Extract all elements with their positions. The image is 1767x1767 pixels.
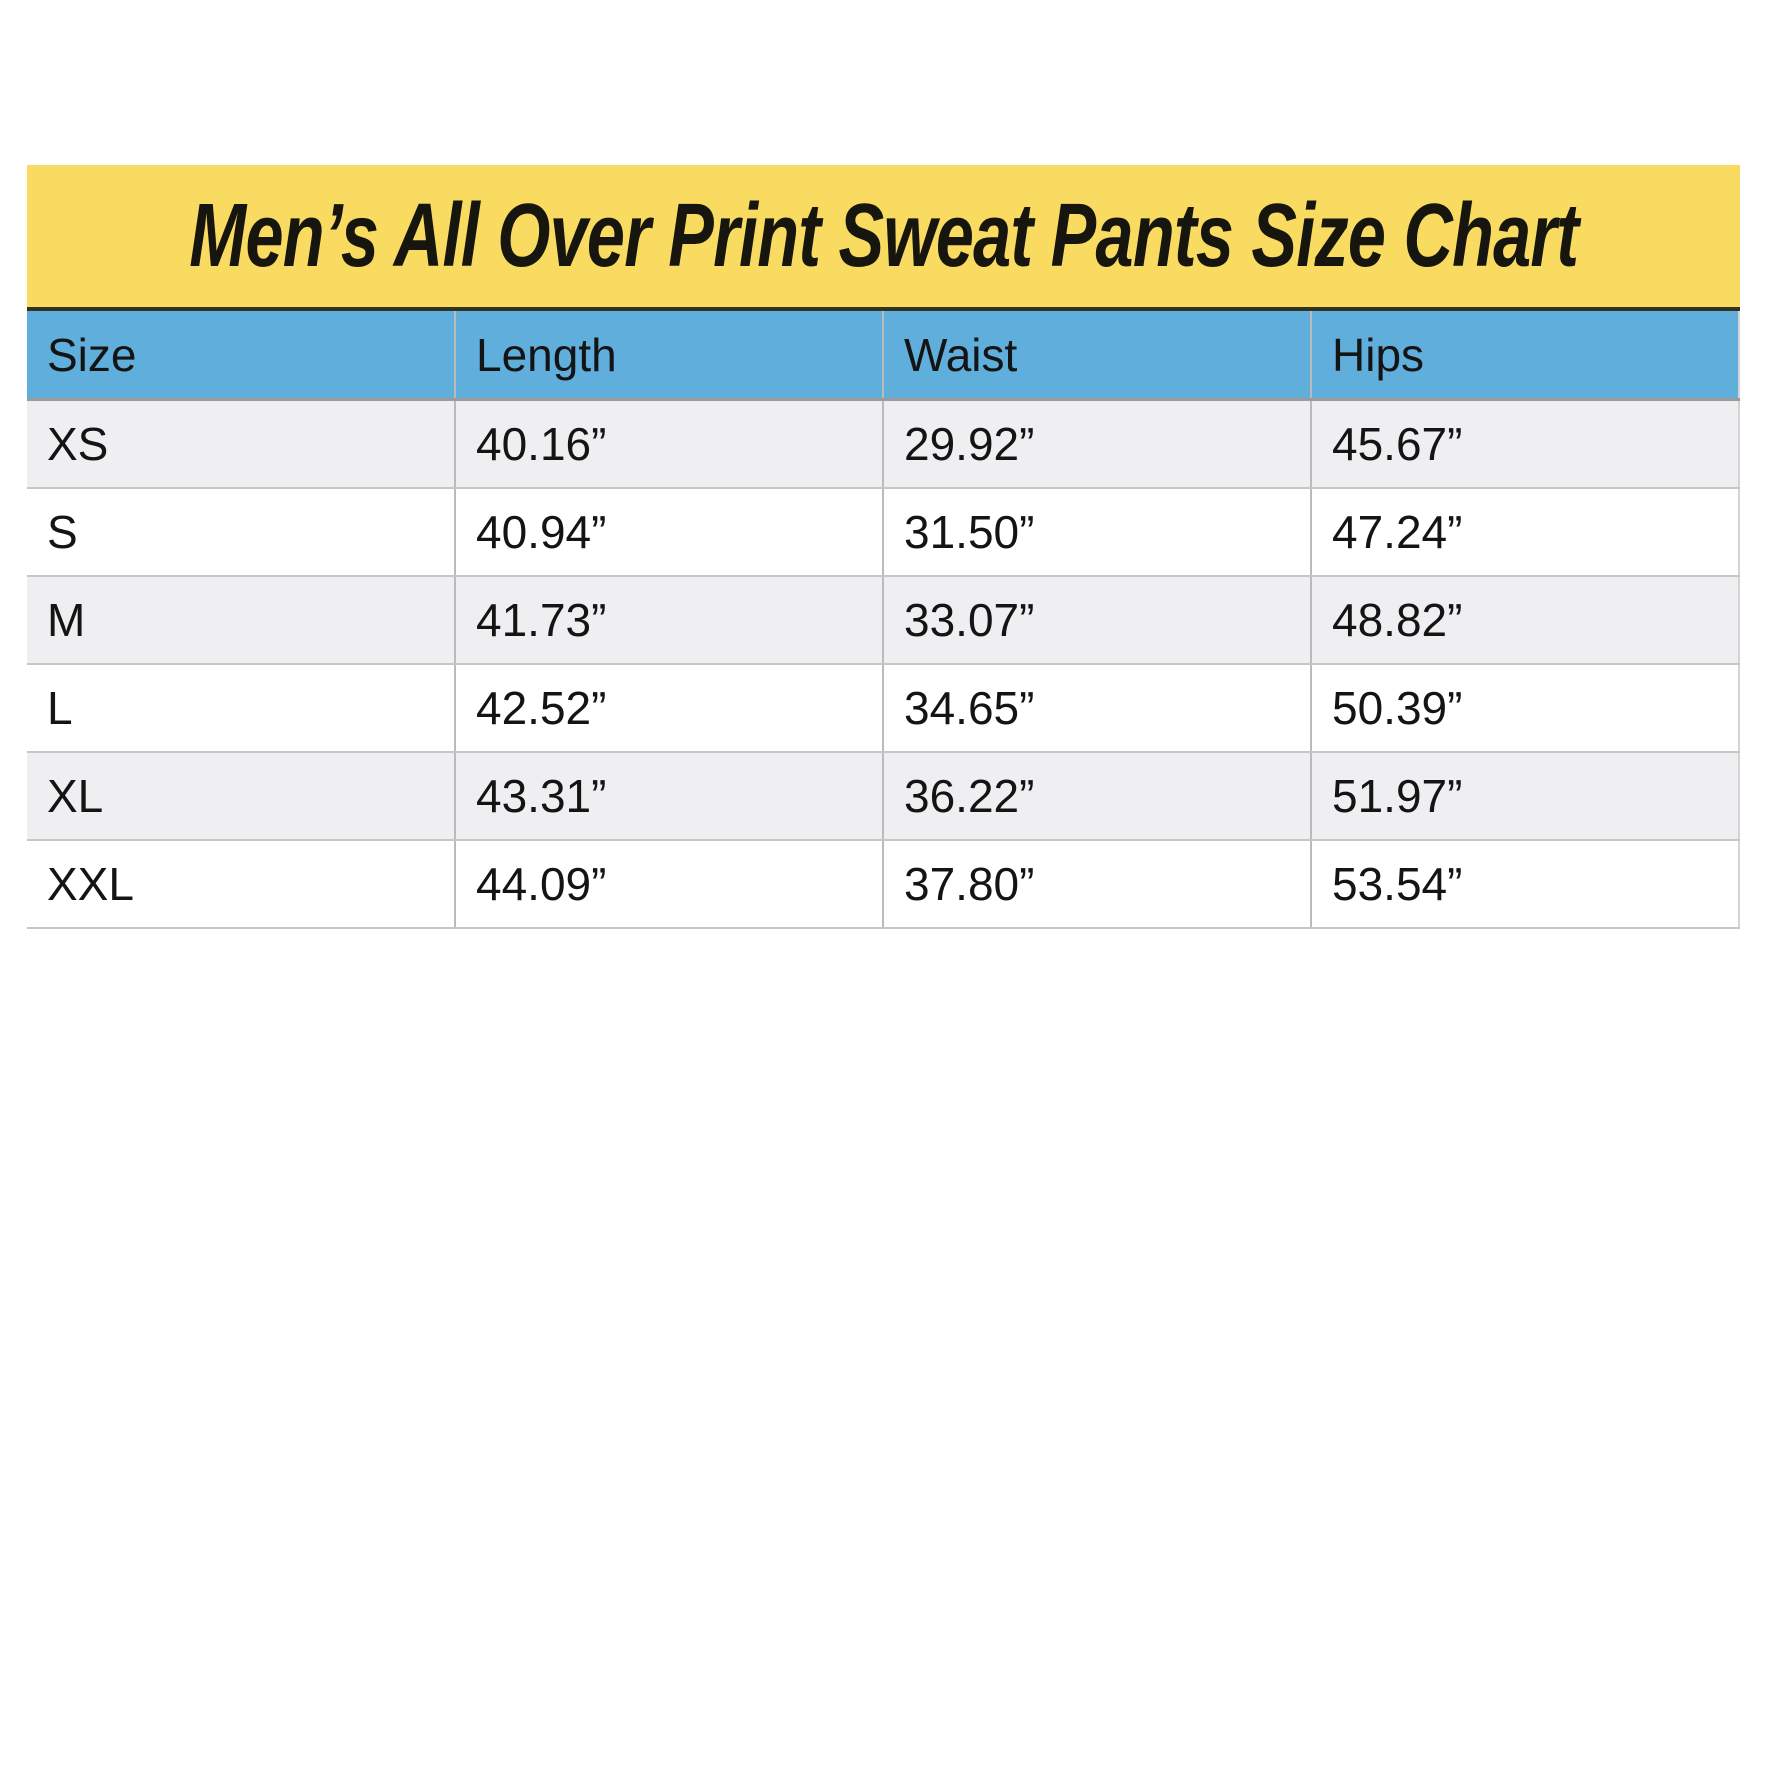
length-cell: 43.31” bbox=[454, 752, 883, 841]
table-row-xs: XS 40.16” 29.92” 45.67” bbox=[27, 399, 1740, 489]
size-cell: XL bbox=[27, 752, 455, 841]
hips-cell: 53.54” bbox=[1310, 840, 1740, 929]
table-row-xxl: XXL 44.09” 37.80” 53.54” bbox=[27, 840, 1740, 929]
size-chart: Men’s All Over Print Sweat Pants Size Ch… bbox=[27, 165, 1740, 929]
waist-cell: 31.50” bbox=[882, 488, 1311, 577]
size-cell: S bbox=[27, 488, 455, 577]
hips-cell: 50.39” bbox=[1310, 664, 1740, 753]
hips-cell: 51.97” bbox=[1310, 752, 1740, 841]
size-table: Size Length Waist Hips XS 40.16” 29.92” … bbox=[27, 311, 1740, 929]
length-cell: 40.16” bbox=[454, 399, 883, 489]
table-row-s: S 40.94” 31.50” 47.24” bbox=[27, 488, 1740, 577]
size-cell: M bbox=[27, 576, 455, 665]
length-cell: 41.73” bbox=[454, 576, 883, 665]
title-banner: Men’s All Over Print Sweat Pants Size Ch… bbox=[27, 165, 1740, 311]
size-cell: L bbox=[27, 664, 455, 753]
table-row-l: L 42.52” 34.65” 50.39” bbox=[27, 664, 1740, 753]
size-cell: XXL bbox=[27, 840, 455, 929]
column-header-size: Size bbox=[27, 311, 455, 401]
table-row-m: M 41.73” 33.07” 48.82” bbox=[27, 576, 1740, 665]
length-cell: 44.09” bbox=[454, 840, 883, 929]
waist-cell: 34.65” bbox=[882, 664, 1311, 753]
waist-cell: 33.07” bbox=[882, 576, 1311, 665]
hips-cell: 47.24” bbox=[1310, 488, 1740, 577]
hips-cell: 48.82” bbox=[1310, 576, 1740, 665]
table-row-xl: XL 43.31” 36.22” 51.97” bbox=[27, 752, 1740, 841]
size-cell: XS bbox=[27, 399, 455, 489]
column-header-waist: Waist bbox=[882, 311, 1311, 401]
page-title: Men’s All Over Print Sweat Pants Size Ch… bbox=[189, 185, 1579, 286]
length-cell: 42.52” bbox=[454, 664, 883, 753]
column-header-hips: Hips bbox=[1310, 311, 1740, 401]
waist-cell: 29.92” bbox=[882, 399, 1311, 489]
column-header-length: Length bbox=[454, 311, 883, 401]
header-row: Size Length Waist Hips bbox=[27, 311, 1740, 401]
length-cell: 40.94” bbox=[454, 488, 883, 577]
waist-cell: 37.80” bbox=[882, 840, 1311, 929]
hips-cell: 45.67” bbox=[1310, 399, 1740, 489]
waist-cell: 36.22” bbox=[882, 752, 1311, 841]
